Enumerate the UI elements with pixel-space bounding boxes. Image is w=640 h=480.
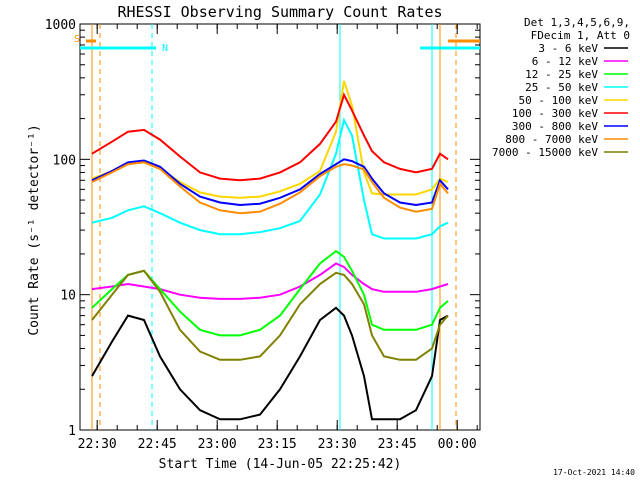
- series-line-6: [91, 158, 449, 207]
- legend-label-8: 7000 - 15000 keV: [492, 146, 598, 159]
- chart-title: RHESSI Observing Summary Count Rates: [117, 3, 442, 21]
- legend-label-5: 100 - 300 keV: [512, 107, 598, 120]
- legend-label-4: 50 - 100 keV: [519, 94, 599, 107]
- x-tick-label: 23:45: [378, 437, 417, 452]
- legend-label-7: 800 - 7000 keV: [505, 133, 598, 146]
- x-tick-label: 23:15: [258, 437, 297, 452]
- x-tick-label: 22:30: [78, 437, 117, 452]
- series-line-2: [91, 249, 449, 337]
- legend-label-6: 300 - 800 keV: [512, 120, 598, 133]
- legend-label-2: 12 - 25 keV: [525, 68, 598, 81]
- y-tick-label: 100: [53, 153, 76, 168]
- n-flag-label: N: [162, 43, 168, 54]
- legend-label-3: 25 - 50 keV: [525, 81, 598, 94]
- legend-header-1: Det 1,3,4,5,6,9,: [524, 16, 630, 29]
- series-line-0: [91, 306, 449, 421]
- series-line-7: [91, 161, 449, 215]
- series-line-5: [91, 92, 449, 182]
- x-tick-label: 22:45: [138, 437, 177, 452]
- x-tick-label: 23:30: [318, 437, 357, 452]
- y-tick-label: 1000: [45, 18, 76, 33]
- x-axis-label: Start Time (14-Jun-05 22:25:42): [159, 457, 402, 472]
- legend-header-2: FDecim 1, Att 0: [531, 29, 630, 42]
- legend-label-0: 3 - 6 keV: [538, 42, 598, 55]
- series-line-8: [91, 269, 449, 361]
- x-tick-label: 00:00: [438, 437, 477, 452]
- y-axis-label: Count Rate (s⁻¹ detector⁻¹): [27, 124, 42, 335]
- s-flag-label: S: [74, 34, 80, 45]
- x-tick-label: 23:00: [198, 437, 237, 452]
- series-line-3: [91, 117, 449, 240]
- timestamp-label: 17-Oct-2021 14:40: [553, 468, 635, 477]
- plot-frame: [79, 23, 481, 431]
- y-tick-label: 1: [68, 424, 76, 439]
- legend-label-1: 6 - 12 keV: [532, 55, 599, 68]
- y-tick-label: 10: [60, 289, 76, 304]
